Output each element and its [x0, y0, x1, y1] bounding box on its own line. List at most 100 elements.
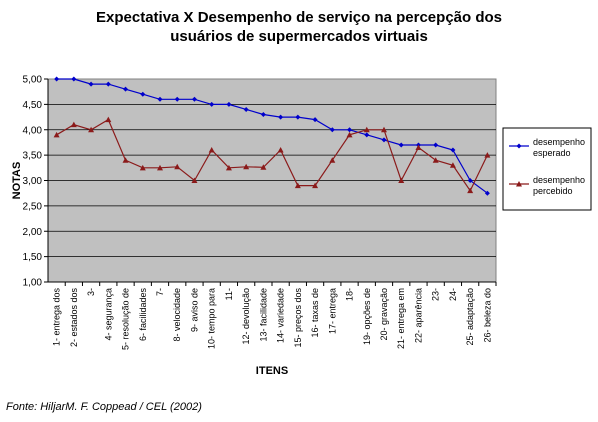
x-tick-label: 14- variedade: [276, 288, 286, 343]
data-point: [381, 137, 387, 143]
data-point: [484, 152, 491, 158]
data-point: [157, 164, 163, 171]
data-point: [105, 116, 112, 123]
x-tick-label: 5- resolução de: [121, 288, 131, 350]
x-tick-label: 4- segurança: [103, 288, 113, 341]
x-tick-label: 17- entrega: [327, 288, 337, 334]
x-tick-label: 24-: [448, 288, 458, 301]
x-tick-label: 22- aparência: [413, 288, 423, 343]
legend-box: [502, 127, 592, 211]
data-point: [174, 96, 180, 102]
data-point: [105, 81, 111, 87]
legend-label: desempenho: [533, 175, 585, 185]
legend-marker: [516, 181, 522, 187]
y-tick-label: 1,00: [23, 278, 43, 289]
data-point: [398, 142, 404, 148]
y-tick-label: 1,50: [23, 252, 43, 263]
x-tick-label: 26- beleza do: [482, 288, 492, 343]
chart-title-line2: usuários de supermercados virtuais: [170, 28, 428, 45]
data-point: [364, 132, 370, 138]
x-tick-label: 23-: [431, 288, 441, 301]
data-point: [139, 164, 146, 171]
data-point: [346, 131, 353, 138]
data-point: [243, 163, 250, 170]
data-point: [467, 187, 474, 194]
data-point: [140, 91, 146, 97]
y-tick-label: 2,50: [23, 201, 43, 212]
y-tick-label: 2,00: [23, 227, 43, 238]
data-point: [88, 126, 95, 133]
legend-label: desempenho: [533, 137, 585, 147]
data-point: [363, 126, 370, 133]
source-note: Fonte: HiljarM. F. Coppead / CEL (2002): [6, 401, 202, 413]
x-tick-label: 18-: [345, 288, 355, 301]
data-point: [347, 127, 353, 133]
y-tick-label: 4,50: [23, 100, 43, 111]
data-point: [191, 177, 198, 183]
data-point: [277, 147, 284, 153]
data-point: [294, 182, 301, 189]
data-point: [484, 190, 490, 196]
data-point: [450, 147, 456, 153]
x-tick-label: 9- aviso de: [189, 288, 199, 332]
y-tick-label: 5,00: [23, 75, 43, 86]
data-point: [54, 76, 60, 82]
data-point: [432, 157, 439, 163]
data-point: [208, 147, 215, 153]
x-tick-label: 20- gravação: [379, 288, 389, 341]
x-tick-label: 10- tempo para: [207, 288, 217, 349]
data-point: [278, 114, 284, 120]
data-point: [260, 112, 266, 118]
x-tick-label: 25- adaptação: [465, 288, 475, 346]
x-tick-label: 16- taxas de: [310, 288, 320, 338]
x-axis-label: ITENS: [256, 365, 288, 377]
data-point: [449, 162, 456, 168]
x-tick-label: 8- velocidade: [172, 288, 182, 342]
data-point: [398, 177, 405, 183]
x-tick-label: 21- entrega em: [396, 288, 406, 349]
line-chart: 1,00 1,50 2,00 2,50 3,00 3,50 4,00 4,50 5,00 1- e…: [11, 75, 592, 377]
x-tick-label: 11-: [224, 288, 234, 300]
data-point: [88, 81, 94, 87]
x-tick-label: 19- opções de: [362, 288, 372, 345]
data-point: [243, 106, 249, 112]
x-tick-label: 7-: [155, 288, 165, 296]
data-point: [226, 101, 232, 107]
data-point: [415, 144, 422, 151]
data-point: [174, 163, 181, 170]
data-point: [70, 121, 77, 128]
data-point: [329, 127, 335, 133]
data-point: [381, 126, 387, 133]
y-axis-label: NOTAS: [11, 162, 23, 200]
y-tick-label: 4,00: [23, 125, 43, 136]
data-point: [312, 182, 319, 189]
x-tick-label: 15- preços dos: [293, 288, 303, 348]
x-tick-label: 1- entrega dos: [52, 288, 62, 347]
data-point: [122, 157, 129, 163]
data-point: [209, 101, 215, 107]
x-tick-label: 3-: [86, 288, 96, 296]
data-point: [123, 86, 129, 92]
legend-marker: [516, 143, 522, 149]
series-line-1: [56, 78, 488, 194]
data-point: [157, 96, 163, 102]
data-point: [260, 164, 267, 170]
data-point: [433, 142, 439, 148]
data-point: [295, 114, 301, 120]
data-point: [225, 164, 232, 171]
y-tick-label: 3,50: [23, 151, 43, 162]
x-tick-label: 12- devolução: [241, 288, 251, 345]
data-point: [329, 157, 336, 163]
chart-title-line1: Expectativa X Desempenho de serviço na p…: [96, 9, 502, 26]
x-tick-label: 6- facilidades: [138, 288, 148, 342]
data-point: [71, 76, 77, 82]
x-tick-label: 2- estados dos: [69, 288, 79, 348]
y-tick-label: 3,00: [23, 176, 43, 187]
legend-label: esperado: [533, 148, 571, 158]
x-tick-label: 13- facilidade: [258, 288, 268, 342]
data-point: [467, 178, 473, 183]
data-point: [53, 131, 60, 138]
data-point: [312, 117, 318, 123]
legend-label: percebido: [533, 186, 573, 196]
series-line-2: [56, 118, 488, 192]
